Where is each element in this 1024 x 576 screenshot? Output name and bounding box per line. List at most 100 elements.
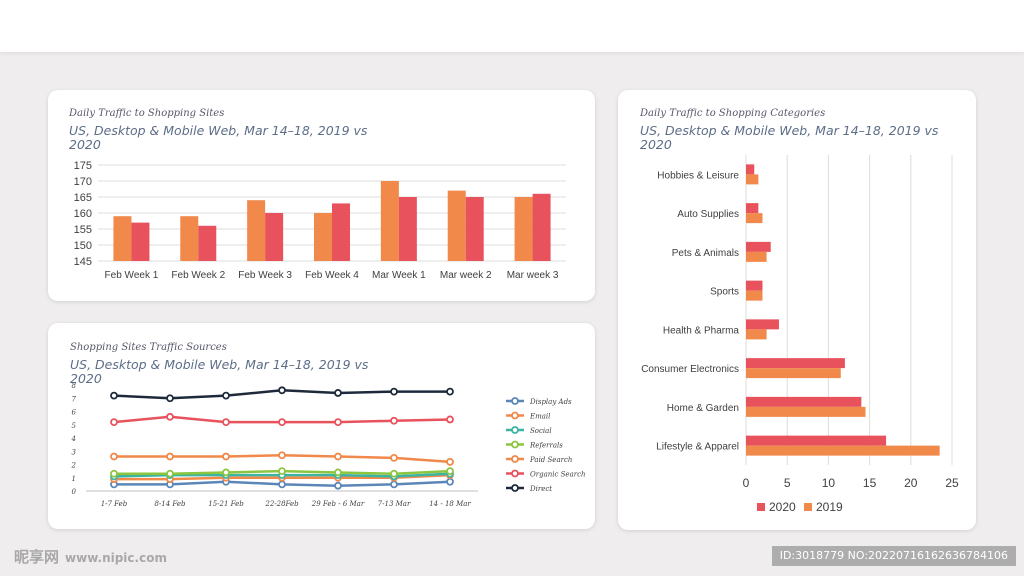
- data-point-Paid Search: [334, 452, 342, 461]
- x-tick-label: Mar week 2: [440, 270, 492, 281]
- x-tick-label: Mar week 3: [507, 270, 559, 281]
- x-tick-label: 10: [822, 476, 836, 490]
- data-point-Direct: [166, 394, 174, 403]
- x-tick-label: 14 - 18 Mar: [429, 500, 471, 508]
- data-point-Direct: [110, 391, 118, 400]
- y-category-label: Health & Pharma: [663, 325, 740, 336]
- y-tick-label: 150: [74, 240, 92, 252]
- bar-2020: [746, 241, 771, 252]
- y-tick-label: 170: [74, 176, 92, 188]
- x-tick-label: 20: [904, 476, 918, 490]
- chart-subtitle: US, Desktop & Mobile Web, Mar 14–18, 201…: [640, 123, 939, 152]
- bar-2019: [180, 216, 199, 261]
- legend-label: Social: [530, 427, 552, 435]
- bar-2019: [380, 181, 399, 261]
- legend-swatch: [757, 503, 765, 511]
- data-point-Paid Search: [222, 452, 230, 461]
- daily-traffic-card: Daily Traffic to Shopping Sites US, Desk…: [48, 90, 595, 301]
- legend-label: Direct: [529, 485, 552, 493]
- x-tick-label: Feb Week 1: [105, 270, 159, 281]
- data-point-Referrals: [166, 469, 174, 478]
- x-tick-label: Mar Week 1: [372, 270, 426, 281]
- data-point-Organic Search: [334, 418, 342, 426]
- data-point-Direct: [446, 387, 454, 396]
- data-point-Direct: [390, 387, 398, 396]
- bar-2019: [514, 197, 533, 261]
- shopping-categories-card: Daily Traffic to Shopping Categories US,…: [618, 90, 976, 530]
- bar-2020: [746, 358, 845, 369]
- legend-marker: [511, 411, 519, 420]
- y-tick-label: 8: [72, 382, 77, 390]
- daily-traffic-chart: 145 150 155 160 165 170 175 Feb Week 1 Feb Week …: [74, 160, 566, 281]
- legend-marker: [511, 440, 519, 449]
- data-point-Display Ads: [446, 477, 454, 486]
- x-tick-label: 22-28Feb: [264, 500, 299, 508]
- bar-2019: [746, 174, 759, 185]
- bar-2019: [746, 368, 841, 379]
- bar-2019: [746, 290, 763, 301]
- bar-2019: [247, 200, 266, 261]
- x-tick-label: 15: [863, 476, 877, 490]
- chart-subtitle: US, Desktop & Mobile Web, Mar 14–18, 201…: [69, 123, 368, 152]
- legend-label: Referrals: [529, 442, 563, 450]
- y-tick-label: 4: [71, 435, 76, 443]
- data-point-Paid Search: [446, 457, 454, 466]
- bar-2019: [746, 213, 763, 224]
- bar-2020: [746, 319, 779, 330]
- bar-2020: [398, 197, 417, 261]
- bar-2019: [746, 406, 866, 417]
- bar-2020: [746, 396, 862, 407]
- bar-2019: [447, 190, 466, 261]
- bar-2019: [746, 445, 940, 456]
- legend-marker: [511, 469, 519, 478]
- y-category-label: Auto Supplies: [677, 209, 739, 220]
- y-tick-label: 160: [74, 208, 92, 220]
- watermark-logo: 昵享网 www.nipic.com: [14, 546, 167, 567]
- y-category-label: Home & Garden: [667, 403, 739, 414]
- data-point-Organic Search: [278, 418, 286, 426]
- legend-label: 2019: [816, 500, 843, 514]
- data-point-Referrals: [334, 468, 342, 477]
- x-tick-label: Feb Week 2: [171, 270, 225, 281]
- bar-2020: [746, 203, 759, 214]
- legend-label: 2020: [769, 500, 796, 514]
- bar-2020: [746, 280, 763, 291]
- data-point-Display Ads: [278, 480, 286, 489]
- shopping-categories-chart: 0 5 10 15 20 25 Hobbies & Leisure Auto Supplies…: [641, 155, 959, 514]
- x-tick-label: 15-21 Feb: [208, 500, 244, 508]
- x-tick-label: 25: [945, 476, 959, 490]
- legend-label: Email: [529, 413, 550, 421]
- bar-2019: [746, 329, 767, 340]
- y-category-label: Sports: [710, 287, 739, 298]
- legend-marker: [511, 397, 519, 405]
- watermark-url: www.nipic.com: [65, 551, 167, 565]
- bar-2020: [746, 435, 887, 446]
- y-tick-label: 6: [72, 409, 77, 417]
- y-category-label: Lifestyle & Apparel: [656, 442, 739, 453]
- legend-label: Display Ads: [529, 398, 572, 406]
- y-tick-label: 145: [74, 256, 92, 268]
- top-bar: [0, 0, 1024, 52]
- data-point-Organic Search: [222, 418, 230, 426]
- x-tick-label: 0: [743, 476, 750, 490]
- data-point-Organic Search: [390, 416, 398, 425]
- y-tick-label: 165: [74, 192, 92, 204]
- chart-kicker: Daily Traffic to Shopping Sites: [69, 108, 225, 119]
- legend-marker: [511, 455, 519, 463]
- bar-2020: [131, 222, 150, 261]
- x-tick-label: 7-13 Mar: [378, 500, 411, 508]
- data-point-Organic Search: [446, 415, 454, 424]
- data-point-Paid Search: [110, 452, 118, 461]
- data-point-Referrals: [390, 469, 398, 478]
- watermark-id: ID:3018779 NO:20220716162636784106: [771, 546, 1016, 566]
- legend-marker: [511, 484, 519, 492]
- bar-2019: [314, 213, 332, 261]
- bar-2019: [746, 251, 767, 262]
- data-point-Display Ads: [334, 481, 342, 490]
- data-point-Referrals: [110, 469, 118, 478]
- y-tick-label: 0: [72, 488, 77, 496]
- watermark-logo-text: 昵享网: [14, 548, 60, 566]
- bar-2020: [532, 193, 551, 261]
- chart-kicker: Daily Traffic to Shopping Categories: [640, 108, 826, 119]
- y-tick-label: 7: [72, 395, 77, 403]
